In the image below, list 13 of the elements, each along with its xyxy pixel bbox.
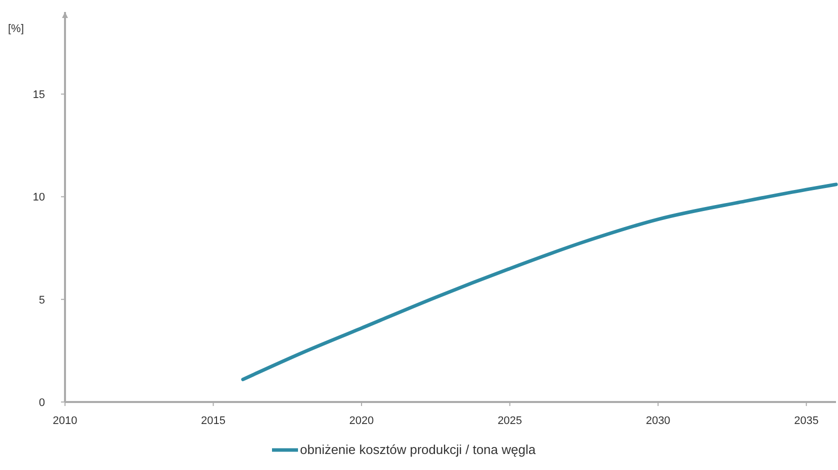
legend-label: obniżenie kosztów produkcji / tona węgla <box>300 442 536 457</box>
x-tick-label: 2030 <box>646 415 670 427</box>
x-tick-label: 2015 <box>201 415 226 427</box>
y-tick-label: 0 <box>38 397 45 409</box>
y-tick-label: 15 <box>32 89 45 102</box>
x-tick-label: 2035 <box>794 415 819 427</box>
x-tick-label: 2010 <box>52 415 78 427</box>
x-tick-label: 2020 <box>349 415 374 427</box>
line-series <box>241 182 838 382</box>
x-tick-label: 2025 <box>498 415 522 427</box>
y-axis-title: [%] <box>8 23 24 35</box>
y-tick-label: 5 <box>38 294 45 306</box>
y-tick-label: 10 <box>32 192 45 204</box>
